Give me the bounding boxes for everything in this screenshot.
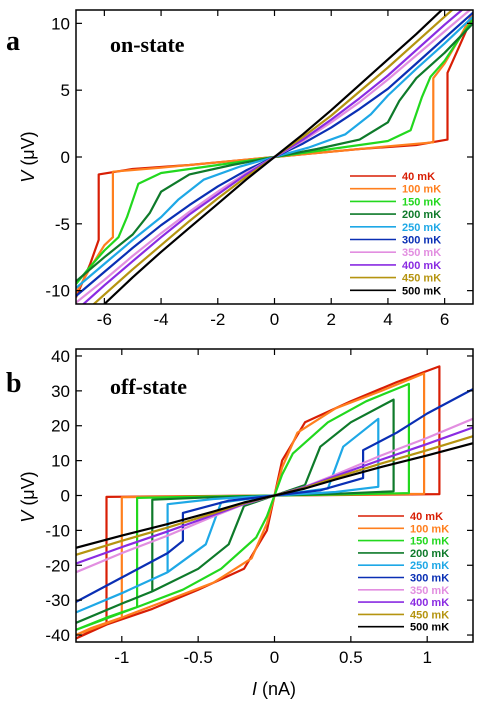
series-line-150-mk <box>76 382 410 631</box>
x-tick-label: -2 <box>210 310 225 329</box>
series-group-b <box>76 365 473 640</box>
x-tick-label: -1 <box>114 648 129 667</box>
panel-a-y-axis-symbol: V <box>18 169 38 183</box>
y-tick-label: -30 <box>45 591 70 610</box>
panel-b-x-axis-unit: (nA) <box>257 679 296 699</box>
y-tick-label: 20 <box>51 417 70 436</box>
x-tick-label: 0 <box>270 310 279 329</box>
y-tick-label: -10 <box>45 282 70 301</box>
legend-label: 350 mK <box>410 585 449 597</box>
panel-a: a on-state V (μV) -6 -4 -2 0 2 4 6 -10 -5 0 5 10 40 … <box>6 9 474 329</box>
x-tick-label: 6 <box>440 310 449 329</box>
legend-label: 250 mK <box>402 222 441 234</box>
series-line-100-mk <box>76 372 426 637</box>
legend-label: 400 mK <box>402 260 441 272</box>
panel-b-title: off-state <box>110 374 187 399</box>
x-tick-label: 4 <box>383 310 392 329</box>
x-tick-label: 2 <box>326 310 335 329</box>
y-tick-label: -20 <box>45 556 70 575</box>
legend-label: 150 mK <box>410 536 449 548</box>
panel-b-y-axis-symbol: V <box>18 509 38 523</box>
x-tick-label: 0 <box>270 648 279 667</box>
series-line-40-mk <box>76 365 441 640</box>
y-tick-label: 10 <box>51 452 70 471</box>
series-line-500-mk <box>102 10 444 304</box>
x-tick-label: -4 <box>154 310 169 329</box>
legend-label: 250 mK <box>410 560 449 572</box>
legend-label: 500 mK <box>410 622 449 634</box>
y-tick-label: -40 <box>45 626 70 645</box>
y-tick-label: 30 <box>51 382 70 401</box>
x-tick-label: 0.5 <box>339 648 363 667</box>
x-tick-label: -0.5 <box>184 648 213 667</box>
legend-label: 40 mK <box>410 511 443 523</box>
panel-b-x-axis-symbol: I <box>252 679 257 699</box>
panel-a-y-axis-title: V (μV) <box>18 131 38 182</box>
legend-label: 40 mK <box>402 171 435 183</box>
panel-a-letter: a <box>6 26 20 57</box>
plot-area-b: -1 -0.5 0 0.5 1 -40 -30 -20 -10 0 10 20 30 40 40 mK100… <box>45 347 474 667</box>
panel-a-title: on-state <box>110 32 185 57</box>
legend-label: 200 mK <box>402 209 441 221</box>
panel-b: b off-state V (μV) I (nA) -1 -0.5 0 0.5 1 -40… <box>6 347 474 699</box>
legend-label: 450 mK <box>402 273 441 285</box>
y-tick-label: -5 <box>55 215 70 234</box>
legend-label: 300 mK <box>410 573 449 585</box>
series-line-500-mk <box>76 442 473 549</box>
x-tick-label: -6 <box>97 310 112 329</box>
panel-b-y-axis-unit: (μV) <box>18 471 38 510</box>
panel-b-y-axis-title: V (μV) <box>18 471 38 522</box>
legend-label: 300 mK <box>402 235 441 247</box>
panel-b-x-axis-title: I (nA) <box>252 679 296 699</box>
legend-label: 100 mK <box>402 184 441 196</box>
series-line-200-mk <box>76 398 395 624</box>
series-group-a <box>76 10 473 304</box>
x-tick-label: 1 <box>422 648 431 667</box>
panel-a-y-axis-unit: (μV) <box>18 131 38 170</box>
legend-label: 400 mK <box>410 597 449 609</box>
legend-label: 500 mK <box>402 285 441 297</box>
legend-label: 150 mK <box>402 196 441 208</box>
legend-label: 200 mK <box>410 548 449 560</box>
y-tick-label: -10 <box>45 521 70 540</box>
legend-label: 450 mK <box>410 609 449 621</box>
y-tick-label: 5 <box>61 81 70 100</box>
legend-label: 100 mK <box>410 523 449 535</box>
y-tick-label: 40 <box>51 347 70 366</box>
y-tick-label: 0 <box>61 148 70 167</box>
panel-b-letter: b <box>6 368 22 399</box>
y-tick-label: 0 <box>61 487 70 506</box>
y-tick-label: 10 <box>51 14 70 33</box>
legend-label: 350 mK <box>402 247 441 259</box>
